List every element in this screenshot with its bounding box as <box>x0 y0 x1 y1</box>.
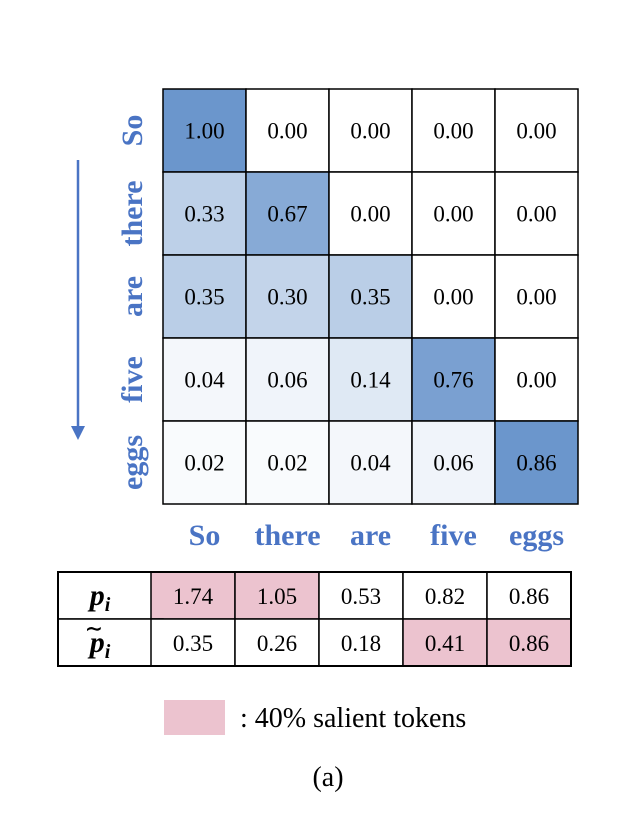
column-token-label: So <box>189 519 221 552</box>
matrix-cell <box>411 171 496 256</box>
matrix-cell <box>411 337 496 422</box>
score-value: 0.53 <box>341 584 381 609</box>
matrix-cell-value: 0.00 <box>516 202 556 227</box>
matrix-cell-value: 0.06 <box>433 451 473 476</box>
matrix-cell-value: 0.30 <box>267 285 307 310</box>
matrix-cell <box>494 88 579 173</box>
column-token-labels: So there are five eggs <box>189 519 564 552</box>
score-value: 0.82 <box>425 584 465 609</box>
row-token-label: eggs <box>116 435 149 490</box>
matrix-cell-value: 0.35 <box>184 285 224 310</box>
matrix-cell-value: 0.35 <box>350 285 390 310</box>
matrix-cell <box>494 254 579 339</box>
matrix-cell <box>411 254 496 339</box>
matrix-cell <box>162 420 247 505</box>
matrix-cell-value: 0.04 <box>184 368 225 393</box>
score-value: 0.41 <box>425 631 465 656</box>
figure-caption: (a) <box>312 762 343 793</box>
row-token-label: are <box>116 276 149 317</box>
matrix-cell-value: 0.76 <box>433 368 473 393</box>
salient-score-cell <box>402 618 488 667</box>
column-token-label: five <box>430 519 477 552</box>
matrix-cell-value: 0.00 <box>350 119 390 144</box>
matrix-cell-value: 0.00 <box>433 119 473 144</box>
matrix-cell <box>411 420 496 505</box>
matrix-cell <box>328 337 413 422</box>
score-table-border <box>57 571 572 667</box>
matrix-cell-value: 0.00 <box>516 119 556 144</box>
matrix-cell-value: 0.02 <box>267 451 307 476</box>
matrix-cell-value: 0.00 <box>350 202 390 227</box>
row-token-label: So <box>116 115 149 147</box>
matrix-cell-value: 0.86 <box>516 451 556 476</box>
score-table: pi 1.74 1.05 0.53 0.82 0.86 pi∼ 0.35 0.26 0.18 0.4… <box>57 571 572 667</box>
score-row-label: pi <box>87 626 111 663</box>
tilde-icon: ∼ <box>85 616 103 641</box>
matrix-cell-value: 0.04 <box>350 451 391 476</box>
score-value: 0.26 <box>257 631 297 656</box>
score-value: 1.05 <box>257 584 297 609</box>
matrix-cell <box>162 254 247 339</box>
score-value: 0.35 <box>173 631 213 656</box>
salient-score-cell <box>150 571 236 620</box>
matrix-cell-value: 0.00 <box>433 285 473 310</box>
legend-swatch <box>164 700 225 735</box>
matrix-cell-value: 0.06 <box>267 368 307 393</box>
matrix-cell <box>328 420 413 505</box>
score-value: 0.18 <box>341 631 381 656</box>
matrix-cell-value: 1.00 <box>184 119 224 144</box>
column-token-label: are <box>350 519 391 552</box>
column-token-label: eggs <box>509 519 564 552</box>
matrix-cell-value: 0.00 <box>516 368 556 393</box>
score-value: 0.86 <box>509 631 549 656</box>
legend: : 40% salient tokens <box>164 700 466 735</box>
score-value: 1.74 <box>173 584 214 609</box>
attention-matrix: 1.00 0.00 0.00 0.00 0.00 0.33 0.67 0.00 0.00 0.00… <box>162 88 579 505</box>
score-value: 0.86 <box>509 584 549 609</box>
matrix-cell-value: 0.00 <box>433 202 473 227</box>
matrix-cell-value: 0.14 <box>350 368 391 393</box>
row-token-label: there <box>116 180 149 246</box>
salient-score-cell <box>486 618 572 667</box>
down-arrow-icon <box>71 160 85 440</box>
matrix-cell <box>494 420 579 505</box>
matrix-cell <box>162 171 247 256</box>
matrix-cell-value: 0.00 <box>267 119 307 144</box>
matrix-cell-value: 0.33 <box>184 202 224 227</box>
matrix-cell-value: 0.67 <box>267 202 307 227</box>
column-token-label: there <box>254 519 320 552</box>
matrix-cell <box>328 254 413 339</box>
row-token-labels: So there are five eggs <box>116 115 149 490</box>
row-token-label: five <box>116 356 149 403</box>
matrix-cell <box>494 171 579 256</box>
score-row-label: pi <box>87 579 111 616</box>
score-row-label-cell <box>57 618 164 667</box>
score-row-label-cell <box>57 571 164 620</box>
score-cell <box>402 571 488 620</box>
matrix-cell-value: 0.02 <box>184 451 224 476</box>
matrix-cell <box>245 88 330 173</box>
legend-text: : 40% salient tokens <box>240 703 466 734</box>
matrix-cell-value: 0.00 <box>516 285 556 310</box>
